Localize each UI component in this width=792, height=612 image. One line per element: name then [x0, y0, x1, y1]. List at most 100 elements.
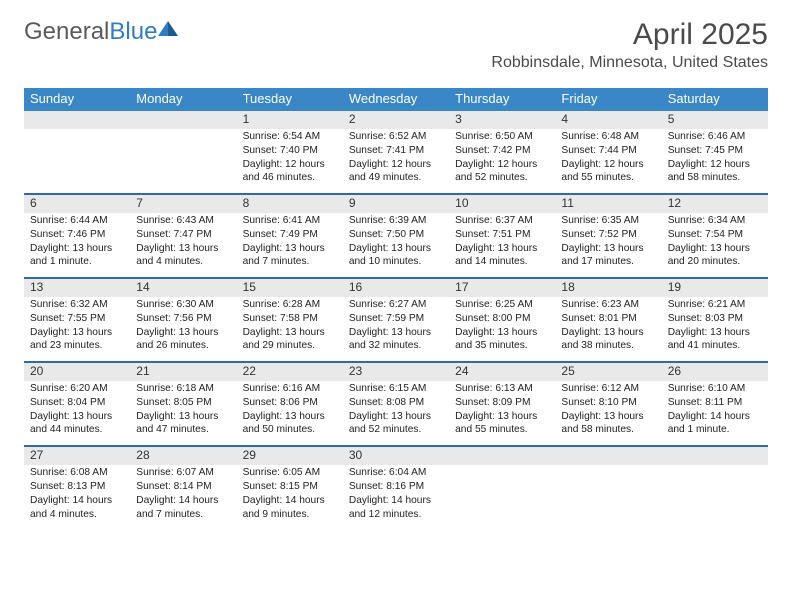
sunset-text: Sunset: 8:09 PM [455, 396, 549, 410]
sunset-text: Sunset: 7:58 PM [243, 312, 337, 326]
calendar-cell: 26Sunrise: 6:10 AMSunset: 8:11 PMDayligh… [662, 363, 768, 445]
day-number: 15 [237, 279, 343, 297]
sunset-text: Sunset: 8:00 PM [455, 312, 549, 326]
sunset-text: Sunset: 7:40 PM [243, 144, 337, 158]
cell-body: Sunrise: 6:41 AMSunset: 7:49 PMDaylight:… [237, 213, 343, 269]
day-number: 13 [24, 279, 130, 297]
calendar-cell: 12Sunrise: 6:34 AMSunset: 7:54 PMDayligh… [662, 195, 768, 277]
page-header: GeneralBlue April 2025 Robbinsdale, Minn… [0, 0, 792, 78]
daylight-text: Daylight: 12 hours and 49 minutes. [349, 158, 443, 186]
sunrise-text: Sunrise: 6:28 AM [243, 298, 337, 312]
week-row: 1Sunrise: 6:54 AMSunset: 7:40 PM Daylight… [24, 111, 768, 193]
logo: GeneralBlue [24, 18, 179, 46]
calendar-cell: 16Sunrise: 6:27 AMSunset: 7:59 PMDayligh… [343, 279, 449, 361]
day-number: 16 [343, 279, 449, 297]
day-number: 11 [555, 195, 661, 213]
day-number: 6 [24, 195, 130, 213]
day-number [24, 111, 130, 129]
cell-body: Sunrise: 6:35 AMSunset: 7:52 PMDaylight:… [555, 213, 661, 269]
daylight-text: Daylight: 14 hours and 9 minutes. [243, 494, 337, 522]
sunset-text: Sunset: 7:47 PM [136, 228, 230, 242]
sunrise-text: Sunrise: 6:18 AM [136, 382, 230, 396]
day-header: Wednesday [343, 88, 449, 111]
daylight-text: Daylight: 13 hours and 23 minutes. [30, 326, 124, 354]
cell-body: Sunrise: 6:43 AMSunset: 7:47 PMDaylight:… [130, 213, 236, 269]
sunset-text: Sunset: 8:13 PM [30, 480, 124, 494]
sunrise-text: Sunrise: 6:34 AM [668, 214, 762, 228]
cell-body [24, 129, 130, 130]
sunset-text: Sunset: 7:49 PM [243, 228, 337, 242]
calendar-cell: 6Sunrise: 6:44 AMSunset: 7:46 PMDaylight… [24, 195, 130, 277]
day-number: 3 [449, 111, 555, 129]
daylight-text: Daylight: 13 hours and 20 minutes. [668, 242, 762, 270]
calendar-cell: 5Sunrise: 6:46 AMSunset: 7:45 PMDaylight… [662, 111, 768, 193]
calendar-cell: 13Sunrise: 6:32 AMSunset: 7:55 PMDayligh… [24, 279, 130, 361]
calendar-cell: 3Sunrise: 6:50 AMSunset: 7:42 PMDaylight… [449, 111, 555, 193]
daylight-text: Daylight: 14 hours and 4 minutes. [30, 494, 124, 522]
day-number: 19 [662, 279, 768, 297]
calendar-cell: 1Sunrise: 6:54 AMSunset: 7:40 PMDaylight… [237, 111, 343, 193]
month-title: April 2025 [491, 18, 768, 52]
sunrise-text: Sunrise: 6:25 AM [455, 298, 549, 312]
day-number: 24 [449, 363, 555, 381]
cell-body [449, 465, 555, 466]
sunrise-text: Sunrise: 6:50 AM [455, 130, 549, 144]
sunrise-text: Sunrise: 6:35 AM [561, 214, 655, 228]
calendar-cell [662, 447, 768, 529]
calendar-cell: 19Sunrise: 6:21 AMSunset: 8:03 PMDayligh… [662, 279, 768, 361]
sunrise-text: Sunrise: 6:48 AM [561, 130, 655, 144]
calendar-cell: 14Sunrise: 6:30 AMSunset: 7:56 PMDayligh… [130, 279, 236, 361]
title-block: April 2025 Robbinsdale, Minnesota, Unite… [491, 18, 768, 72]
cell-body: Sunrise: 6:27 AMSunset: 7:59 PMDaylight:… [343, 297, 449, 353]
cell-body: Sunrise: 6:37 AMSunset: 7:51 PMDaylight:… [449, 213, 555, 269]
logo-text: GeneralBlue [24, 18, 157, 46]
cell-body: Sunrise: 6:07 AMSunset: 8:14 PMDaylight:… [130, 465, 236, 521]
calendar: SundayMondayTuesdayWednesdayThursdayFrid… [24, 88, 768, 529]
sunrise-text: Sunrise: 6:10 AM [668, 382, 762, 396]
day-number: 12 [662, 195, 768, 213]
cell-body: Sunrise: 6:15 AMSunset: 8:08 PMDaylight:… [343, 381, 449, 437]
calendar-cell: 29Sunrise: 6:05 AMSunset: 8:15 PMDayligh… [237, 447, 343, 529]
daylight-text: Daylight: 14 hours and 12 minutes. [349, 494, 443, 522]
sunset-text: Sunset: 7:59 PM [349, 312, 443, 326]
sunset-text: Sunset: 8:16 PM [349, 480, 443, 494]
day-number [662, 447, 768, 465]
calendar-cell [449, 447, 555, 529]
location-text: Robbinsdale, Minnesota, United States [491, 54, 768, 72]
daylight-text: Daylight: 13 hours and 44 minutes. [30, 410, 124, 438]
day-header: Tuesday [237, 88, 343, 111]
sunrise-text: Sunrise: 6:54 AM [243, 130, 337, 144]
day-number: 20 [24, 363, 130, 381]
sunrise-text: Sunrise: 6:30 AM [136, 298, 230, 312]
sunrise-text: Sunrise: 6:37 AM [455, 214, 549, 228]
daylight-text: Daylight: 12 hours and 52 minutes. [455, 158, 549, 186]
day-number: 21 [130, 363, 236, 381]
sunset-text: Sunset: 8:10 PM [561, 396, 655, 410]
sunset-text: Sunset: 8:15 PM [243, 480, 337, 494]
day-number: 4 [555, 111, 661, 129]
cell-body: Sunrise: 6:21 AMSunset: 8:03 PMDaylight:… [662, 297, 768, 353]
sunrise-text: Sunrise: 6:52 AM [349, 130, 443, 144]
sunrise-text: Sunrise: 6:05 AM [243, 466, 337, 480]
sunrise-text: Sunrise: 6:44 AM [30, 214, 124, 228]
sunset-text: Sunset: 8:04 PM [30, 396, 124, 410]
daylight-text: Daylight: 13 hours and 52 minutes. [349, 410, 443, 438]
day-number: 1 [237, 111, 343, 129]
calendar-cell: 2Sunrise: 6:52 AMSunset: 7:41 PMDaylight… [343, 111, 449, 193]
sunrise-text: Sunrise: 6:46 AM [668, 130, 762, 144]
calendar-cell: 7Sunrise: 6:43 AMSunset: 7:47 PMDaylight… [130, 195, 236, 277]
cell-body: Sunrise: 6:16 AMSunset: 8:06 PMDaylight:… [237, 381, 343, 437]
cell-body [130, 129, 236, 130]
daylight-text: Daylight: 13 hours and 26 minutes. [136, 326, 230, 354]
sunrise-text: Sunrise: 6:32 AM [30, 298, 124, 312]
daylight-text: Daylight: 14 hours and 1 minute. [668, 410, 762, 438]
cell-body: Sunrise: 6:39 AMSunset: 7:50 PMDaylight:… [343, 213, 449, 269]
sunrise-text: Sunrise: 6:21 AM [668, 298, 762, 312]
calendar-day-headers: SundayMondayTuesdayWednesdayThursdayFrid… [24, 88, 768, 111]
logo-text-a: General [24, 18, 109, 45]
calendar-cell: 17Sunrise: 6:25 AMSunset: 8:00 PMDayligh… [449, 279, 555, 361]
logo-text-b: Blue [109, 18, 157, 45]
cell-body: Sunrise: 6:44 AMSunset: 7:46 PMDaylight:… [24, 213, 130, 269]
cell-body [555, 465, 661, 466]
daylight-text: Daylight: 13 hours and 50 minutes. [243, 410, 337, 438]
